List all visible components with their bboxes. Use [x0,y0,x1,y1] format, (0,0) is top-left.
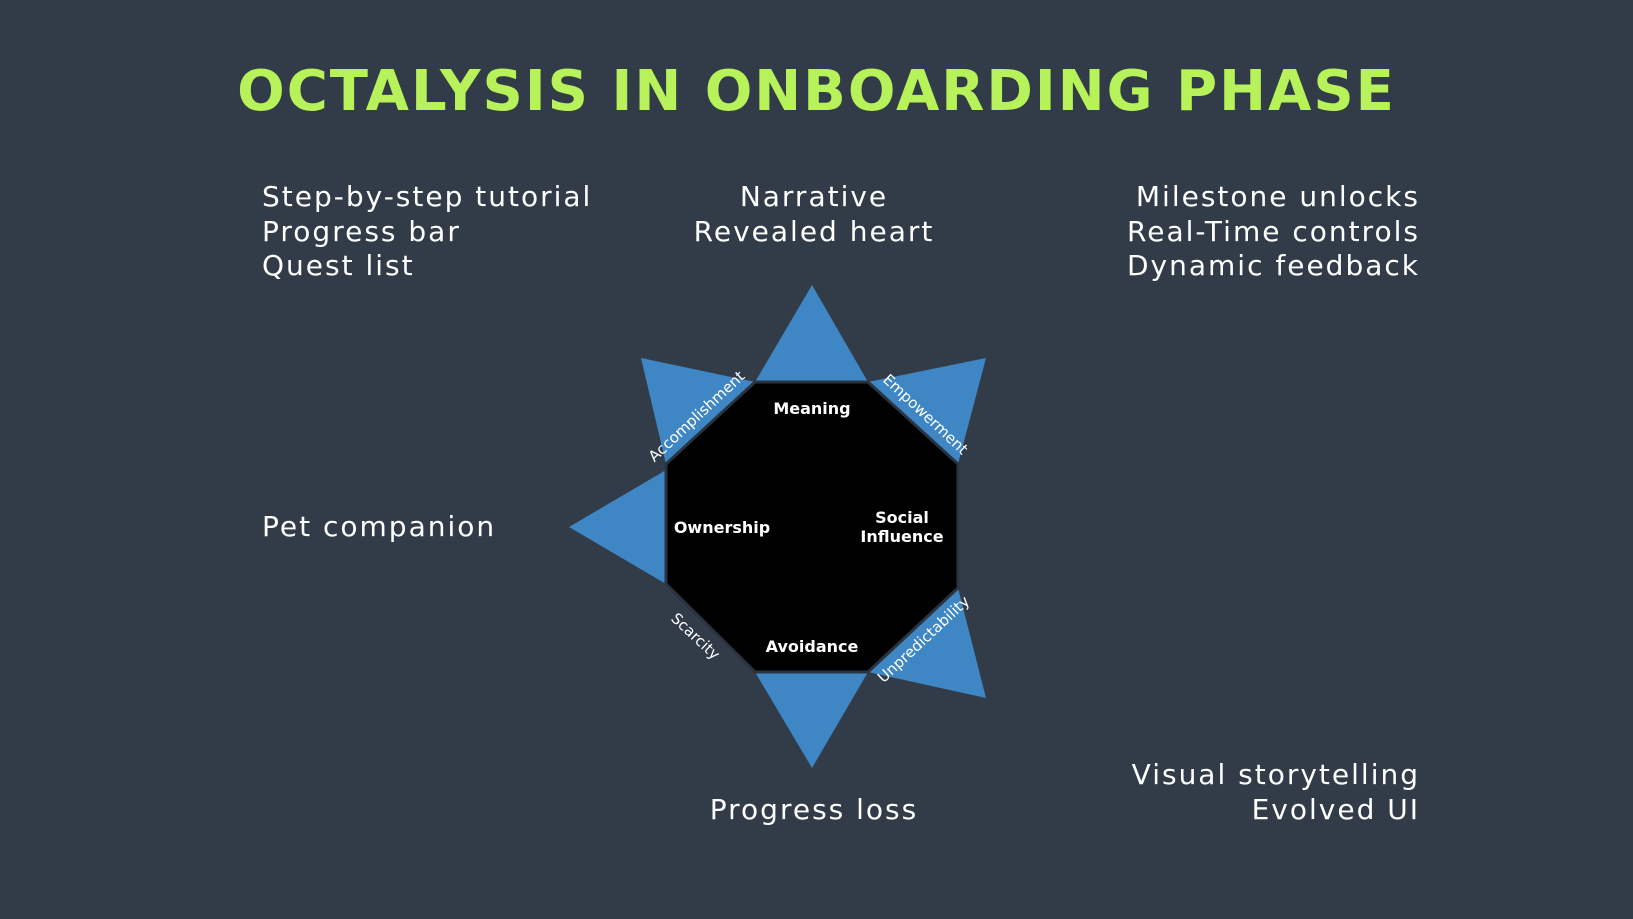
drive-label-influence: Influence [860,527,943,546]
note-meaning-techniques: Narrative Revealed heart [614,180,1014,249]
spike-unpredictability [868,588,986,698]
drive-label-ownership: Ownership [674,518,770,537]
note-line: Quest list [262,249,415,282]
note-line: Pet companion [262,510,497,543]
drive-label-meaning: Meaning [773,399,850,418]
spike-ownership [569,470,666,584]
note-line: Dynamic feedback [1126,249,1420,282]
note-ownership-techniques: Pet companion [262,510,496,545]
spike-meaning [755,285,868,382]
page-title: OCTALYSIS IN ONBOARDING PHASE [237,59,1396,124]
drive-label-social: Social [875,508,929,527]
note-line: Revealed heart [693,214,935,248]
drive-label-avoidance: Avoidance [766,637,859,656]
note-line: Real-Time controls [1127,214,1420,248]
note-line: Progress bar [262,214,461,248]
note-line: Narrative [739,180,889,213]
spike-avoidance [755,672,868,768]
octagon [664,380,960,674]
note-line: Step-by-step tutorial [262,180,593,213]
note-line: Milestone unlocks [1135,180,1420,213]
note-accomplishment-techniques: Step-by-step tutorial Progress bar Quest… [262,180,592,284]
note-line: Evolved UI [1251,792,1420,826]
spike-accomplishment [641,358,755,464]
note-avoidance-techniques: Progress loss [614,793,1014,828]
note-line: Progress loss [709,793,919,826]
note-line: Visual storytelling [1131,758,1420,791]
note-unpredictability-techniques: Visual storytelling Evolved UI [1132,758,1420,827]
note-empowerment-techniques: Milestone unlocks Real-Time controls Dyn… [1127,180,1420,284]
spike-empowerment [868,358,986,464]
